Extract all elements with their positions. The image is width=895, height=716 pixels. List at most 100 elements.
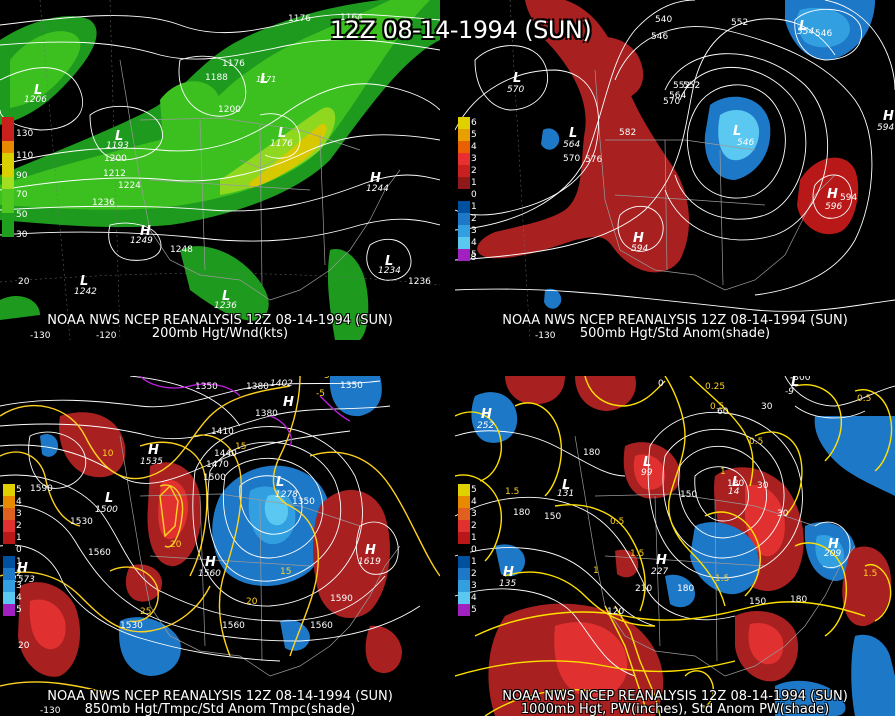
- svg-text:1244: 1244: [366, 184, 389, 194]
- svg-text:1380: 1380: [255, 409, 278, 419]
- svg-text:H: H: [283, 395, 294, 410]
- panel-500mb: L 570 L 564 L 546 L 554 H 594 H 596 H 594 540 5…: [455, 0, 895, 340]
- svg-text:209: 209: [824, 549, 841, 559]
- legend-label: 4: [16, 593, 22, 603]
- svg-text:1560: 1560: [222, 621, 245, 631]
- legend-label: 30: [16, 230, 28, 240]
- svg-text:1470: 1470: [206, 460, 229, 470]
- panel-caption-source: NOAA NWS NCEP REANALYSIS 12Z 08-14-1994 …: [502, 689, 848, 704]
- svg-text:H: H: [633, 231, 644, 246]
- svg-text:H: H: [370, 171, 381, 186]
- svg-text:564: 564: [563, 140, 580, 150]
- svg-text:120: 120: [607, 607, 624, 617]
- svg-text:H: H: [17, 561, 28, 576]
- svg-text:1248: 1248: [170, 245, 193, 255]
- legend-label: 5: [471, 485, 477, 495]
- legend-label: 3: [471, 509, 477, 519]
- svg-text:L: L: [799, 19, 807, 34]
- legend-label: 0: [471, 190, 477, 200]
- svg-text:596: 596: [825, 202, 842, 212]
- svg-text:L: L: [276, 475, 284, 490]
- svg-text:150: 150: [749, 597, 766, 607]
- panel-caption-source: NOAA NWS NCEP REANALYSIS 12Z 08-14-1994 …: [502, 313, 848, 328]
- legend-label: 2: [471, 166, 477, 176]
- svg-text:H: H: [503, 565, 514, 580]
- svg-text:150: 150: [544, 512, 561, 522]
- svg-text:L: L: [569, 126, 577, 141]
- legend-label: 110: [16, 151, 34, 161]
- svg-text:30: 30: [761, 402, 773, 412]
- legend-label: 4: [471, 238, 477, 248]
- svg-text:546: 546: [815, 29, 832, 39]
- svg-text:20: 20: [246, 597, 258, 607]
- svg-text:1200: 1200: [218, 105, 241, 115]
- svg-text:180: 180: [727, 479, 744, 489]
- svg-text:20: 20: [18, 641, 30, 651]
- svg-text:1560: 1560: [88, 548, 111, 558]
- svg-text:1200: 1200: [104, 154, 127, 164]
- svg-text:-300: -300: [790, 376, 811, 383]
- svg-text:1278: 1278: [275, 490, 298, 500]
- svg-text:1619: 1619: [358, 557, 381, 567]
- svg-text:0.5: 0.5: [749, 437, 763, 447]
- panel-caption-field: 500mb Hgt/Std Anom(shade): [579, 326, 771, 341]
- svg-text:564: 564: [669, 91, 686, 101]
- svg-text:1188: 1188: [205, 73, 228, 83]
- svg-text:L: L: [513, 71, 521, 86]
- svg-text:1164: 1164: [340, 13, 363, 23]
- svg-text:15: 15: [280, 567, 291, 577]
- svg-text:L: L: [115, 129, 123, 144]
- legend-850mb: [3, 484, 15, 616]
- svg-text:L: L: [80, 274, 88, 289]
- svg-text:L: L: [34, 83, 42, 98]
- svg-text:H: H: [148, 443, 159, 458]
- legend-label: 2: [16, 569, 22, 579]
- legend-label: 2: [471, 214, 477, 224]
- svg-text:15: 15: [235, 442, 246, 452]
- svg-text:1242: 1242: [74, 287, 97, 297]
- panel-200mb: L 1206 L 1193 L 1171 L 1176 H 1244 H 1249 L 124…: [0, 0, 440, 340]
- legend-label: 1: [471, 533, 477, 543]
- legend-label: 70: [16, 190, 28, 200]
- svg-text:1176: 1176: [222, 59, 245, 69]
- svg-text:0.5: 0.5: [857, 394, 871, 404]
- svg-text:1236: 1236: [408, 277, 431, 287]
- svg-text:1560: 1560: [310, 621, 333, 631]
- svg-text:582: 582: [619, 128, 636, 138]
- svg-text:180: 180: [583, 448, 600, 458]
- svg-text:10: 10: [102, 449, 114, 459]
- svg-text:14: 14: [728, 487, 740, 497]
- page-title: 12Z 08-14-1994 (SUN): [330, 16, 592, 44]
- svg-text:L: L: [278, 126, 286, 141]
- legend-label: 0: [471, 545, 477, 555]
- svg-text:H: H: [828, 537, 839, 552]
- svg-text:1350: 1350: [195, 382, 218, 392]
- svg-text:552: 552: [683, 81, 700, 91]
- svg-text:227: 227: [651, 567, 668, 577]
- svg-text:1590: 1590: [330, 594, 353, 604]
- svg-text:H: H: [481, 407, 492, 422]
- svg-text:L: L: [105, 491, 113, 506]
- svg-text:570: 570: [507, 85, 524, 95]
- svg-text:0: 0: [658, 379, 664, 389]
- svg-text:L: L: [562, 478, 570, 493]
- svg-text:1380: 1380: [246, 382, 269, 392]
- legend-200mb: [2, 117, 14, 261]
- panel-caption-field: 850mb Hgt/Tmpc/Std Anom Tmpc(shade): [84, 702, 356, 716]
- panel-1000mb: H 252 L 131 L 99 L 14 H 135 H 227 H 209 L -9 180…: [455, 376, 895, 716]
- svg-text:H: H: [827, 187, 838, 202]
- svg-text:1.5: 1.5: [863, 569, 877, 579]
- svg-text:546: 546: [737, 138, 754, 148]
- svg-text:1171: 1171: [256, 75, 276, 84]
- svg-text:25: 25: [140, 607, 151, 617]
- svg-text:0.25: 0.25: [705, 382, 725, 392]
- svg-text:20: 20: [18, 277, 30, 287]
- svg-text:1350: 1350: [340, 381, 363, 391]
- svg-text:1234: 1234: [378, 266, 401, 276]
- legend-1000mb: [458, 484, 470, 616]
- svg-text:30: 30: [777, 509, 789, 519]
- svg-text:-5: -5: [316, 389, 325, 399]
